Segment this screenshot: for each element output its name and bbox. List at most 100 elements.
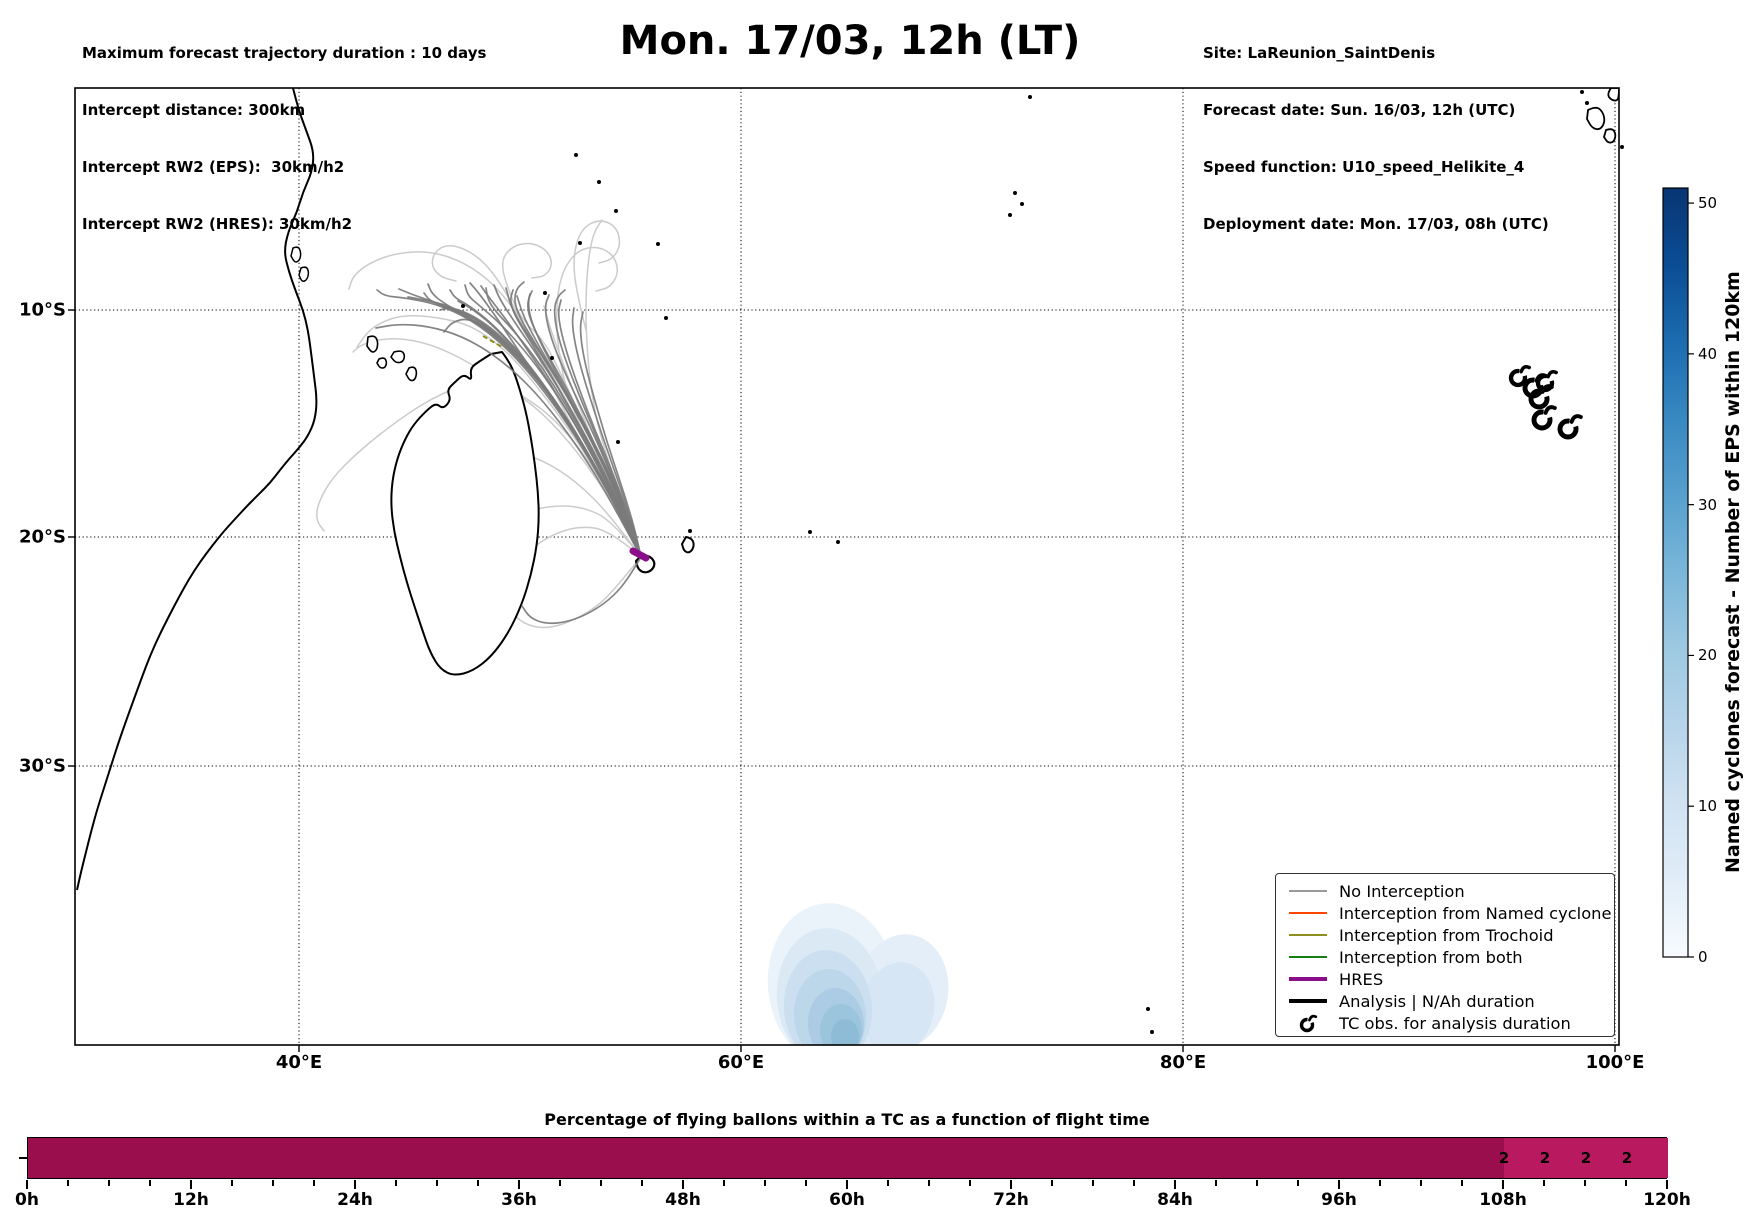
trajectory-no-interception [427,283,642,558]
map-speck [1028,95,1032,99]
colorbar-title: Named cyclones forecast - Number of EPS … [1722,271,1744,874]
info-speed-function: Speed function: U10_speed_Helikite_4 [1203,158,1525,176]
trajectory-faded [316,382,642,558]
trajectory-no-interception [557,299,642,558]
legend-sample [1289,998,1327,1004]
comoros-3 [390,350,406,364]
trajectory-no-interception [521,556,642,625]
map-speck [616,440,620,444]
pemba [298,266,310,282]
colorbar-tick-label: 40 [1698,344,1718,363]
bar-segment: 2 [1540,1138,1586,1178]
tc-obs-symbol [1508,364,1531,388]
tc-observation-symbols [1508,364,1583,440]
legend-item: No Interception [1276,880,1614,902]
legend-sample [1289,1012,1327,1034]
bar-tick [395,1180,397,1186]
tc-probability-density-blob [767,903,949,1045]
map-speck [1150,1030,1154,1034]
bar-tick [436,1180,438,1186]
bar-value-label: 2 [1498,1149,1510,1167]
map-speck [1008,213,1012,217]
legend-line-sample [1289,934,1327,936]
legend-line-sample [1289,976,1327,982]
x-tick-label: 40°E [275,1052,323,1073]
page-title: Mon. 17/03, 12h (LT) [619,18,1081,64]
info-deployment-date: Deployment date: Mon. 17/03, 08h (UTC) [1203,215,1549,233]
bar-tick-label: 96h [1321,1190,1357,1210]
map-speck [550,356,554,360]
x-tick-label: 80°E [1159,1052,1207,1073]
bar-tick [764,1180,766,1186]
sumatra-island-2 [1603,128,1617,144]
map-speck [1620,145,1624,149]
trajectory-no-interception [375,323,642,558]
bar-tick-label: 108h [1479,1190,1527,1210]
bar-tick [846,1180,848,1189]
bar-tick [190,1180,192,1189]
bar-tick [1543,1180,1545,1186]
tc-obs-symbol [1528,384,1554,410]
bar-tick [559,1180,561,1186]
bar-tick [1461,1180,1463,1186]
madagascar [390,351,540,676]
bar-tick [682,1180,684,1189]
coastlines [76,88,1619,891]
y-tick-label: 30°S [18,755,66,777]
map-speck [664,316,668,320]
colorbar-tick-label: 50 [1698,194,1718,213]
legend-item: Interception from Named cyclone [1276,902,1614,924]
bar-tick-label: 36h [501,1190,537,1210]
bar-tick [1338,1180,1340,1189]
bar-tick [887,1180,889,1186]
bar-tick [1010,1180,1012,1189]
colorbar-gradient [1662,187,1689,958]
bar-tick [1051,1180,1053,1186]
bar-tick [1256,1180,1258,1186]
colorbar [1662,187,1694,958]
reunion [634,554,656,574]
bar-tick [1297,1180,1299,1186]
map-speck [656,242,660,246]
mauritius [681,536,695,554]
bar-tick [1502,1180,1504,1189]
bar-value-label: 2 [1580,1149,1592,1167]
map-speck [461,304,465,308]
comoros-2 [376,357,388,369]
small-island-dots [461,90,1624,1034]
legend-line-sample [1289,890,1327,892]
bar-tick-label: 24h [337,1190,373,1210]
legend-sample [1289,912,1327,914]
no-interception-trajectories [375,281,642,625]
map-speck [1146,1007,1150,1011]
bar-tick-label: 60h [829,1190,865,1210]
map-speck [836,540,840,544]
bottom-chart-title: Percentage of flying ballons within a TC… [544,1110,1150,1129]
zanzibar [290,246,302,263]
comoros-1 [366,335,379,353]
map-speck [1580,90,1584,94]
colorbar-tick-label: 10 [1698,797,1718,816]
comoros-4 [405,366,418,382]
trajectory-no-interception [485,287,642,558]
map-frame [74,87,1620,1046]
colorbar-tick-label: 30 [1698,495,1718,514]
legend-label: Interception from Named cyclone [1339,903,1612,923]
y-tick-label: 20°S [18,526,66,548]
legend-line-sample [1289,956,1327,958]
bar-tick [26,1180,28,1189]
info-site: Site: LaReunion_SaintDenis [1203,44,1436,62]
flight-time-bar: 2 2 2 2 [27,1137,1668,1179]
bar-tick [477,1180,479,1186]
tc-obs-symbol [1299,1014,1318,1033]
map-speck [578,241,582,245]
bar-tick-label: 48h [665,1190,701,1210]
legend-line-sample [1289,912,1327,914]
bar-y-tick [19,1157,27,1159]
tc-obs-symbol [1531,405,1557,431]
legend-sample [1289,976,1327,982]
info-forecast-date: Forecast date: Sun. 16/03, 12h (UTC) [1203,101,1516,119]
bar-tick [600,1180,602,1186]
bar-tick-label: 72h [993,1190,1029,1210]
